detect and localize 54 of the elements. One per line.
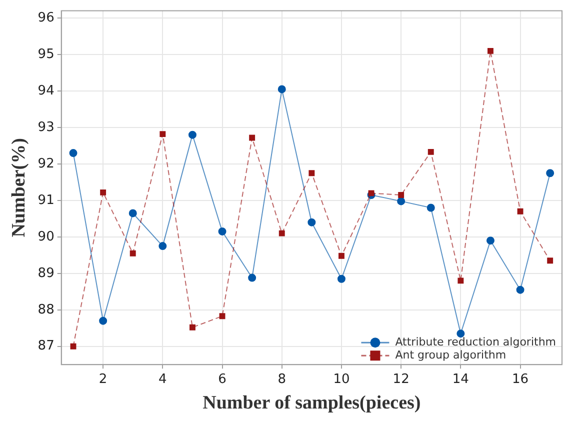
- legend-label: Ant group algorithm: [395, 348, 506, 362]
- point: [488, 48, 494, 54]
- point: [517, 208, 524, 214]
- point: [219, 313, 226, 320]
- y-tick-label: 90: [38, 229, 54, 244]
- point: [426, 204, 435, 212]
- point: [189, 324, 196, 330]
- point: [486, 236, 494, 245]
- point: [128, 209, 137, 218]
- point: [278, 85, 286, 94]
- x-tick-label: 14: [452, 372, 469, 387]
- point: [337, 274, 346, 283]
- x-tick-label: 8: [278, 372, 286, 387]
- point: [398, 192, 404, 198]
- point: [308, 170, 315, 176]
- x-tick-label: 6: [218, 372, 226, 387]
- x-tick-label: 10: [333, 372, 350, 387]
- point: [158, 242, 167, 250]
- y-tick-label: 93: [38, 120, 54, 135]
- point: [308, 218, 316, 226]
- point: [546, 169, 554, 178]
- y-tick-label: 92: [38, 156, 54, 172]
- x-axis-title: Number of samples(pieces): [202, 392, 421, 414]
- point: [248, 274, 256, 282]
- y-tick-label: 88: [38, 302, 54, 318]
- x-tick-label: 12: [392, 372, 410, 387]
- legend-label: Attribute reduction algorithm: [395, 335, 556, 348]
- point: [547, 258, 554, 264]
- x-tick-label: 4: [158, 372, 167, 387]
- point: [100, 189, 106, 196]
- x-tick-label: 2: [98, 372, 108, 387]
- y-tick-label: 87: [38, 338, 54, 354]
- point: [516, 286, 524, 294]
- point: [69, 149, 78, 158]
- point: [99, 316, 108, 325]
- y-tick-label: 95: [38, 46, 54, 62]
- point: [338, 252, 344, 259]
- point: [218, 227, 226, 236]
- y-tick-label: 96: [38, 10, 54, 26]
- y-tick-label: 91: [38, 192, 54, 208]
- point: [278, 230, 285, 236]
- x-tick-label: 16: [512, 372, 529, 387]
- point: [249, 134, 256, 141]
- point: [188, 130, 196, 139]
- point: [130, 250, 136, 256]
- point: [368, 190, 374, 196]
- point: [458, 278, 464, 284]
- point: [70, 343, 76, 350]
- point: [428, 148, 434, 155]
- y-tick-label: 89: [38, 266, 54, 281]
- y-tick-label: 94: [38, 83, 54, 98]
- point: [397, 197, 406, 206]
- point: [160, 131, 166, 138]
- y-axis-title: Number(%): [8, 138, 30, 238]
